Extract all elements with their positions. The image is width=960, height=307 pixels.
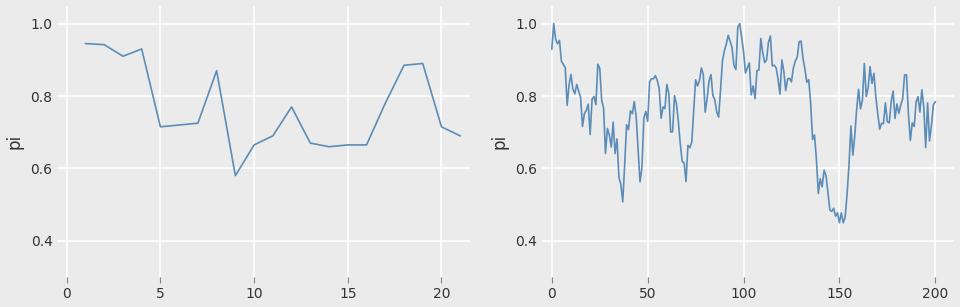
Y-axis label: pi: pi bbox=[6, 134, 24, 149]
Y-axis label: pi: pi bbox=[491, 134, 509, 149]
